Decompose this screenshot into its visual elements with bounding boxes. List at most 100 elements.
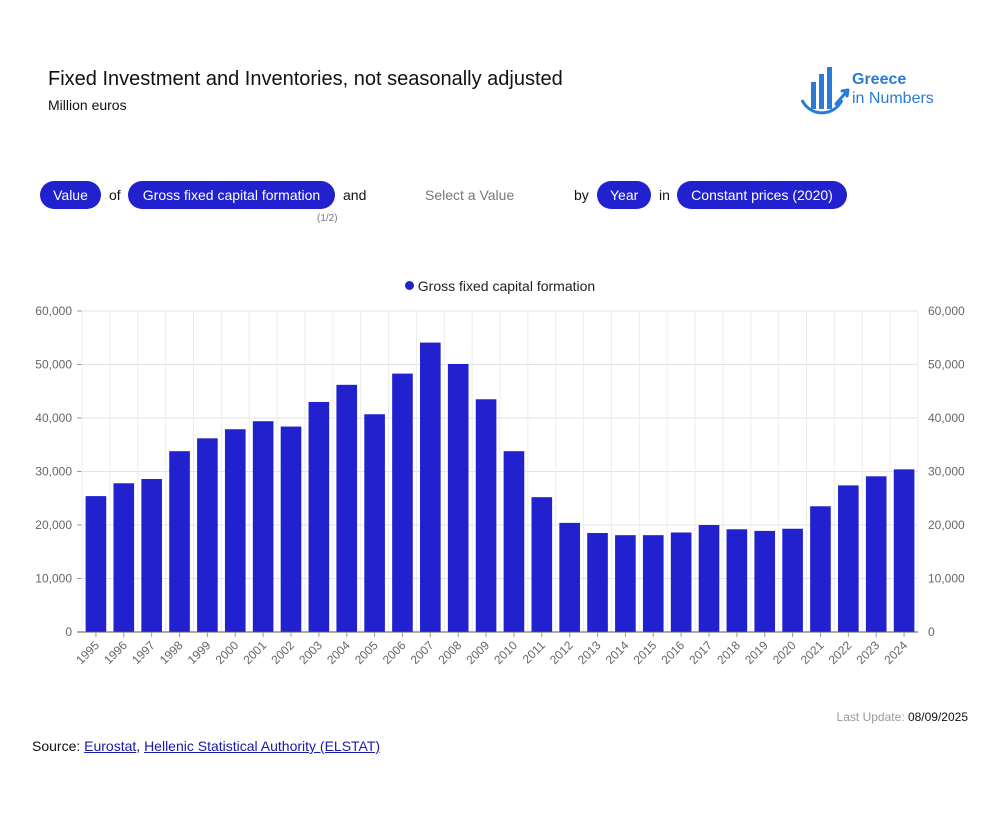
x-tick-label: 2018 bbox=[714, 638, 743, 667]
y-tick-label-right: 10,000 bbox=[928, 572, 965, 586]
x-tick-label: 1999 bbox=[185, 638, 214, 667]
measure-selector[interactable]: Value bbox=[40, 181, 101, 209]
bar-2017[interactable] bbox=[698, 525, 720, 632]
y-tick-label-left: 40,000 bbox=[35, 411, 72, 425]
x-tick-label: 2022 bbox=[826, 638, 855, 667]
x-tick-label: 2015 bbox=[631, 638, 660, 667]
bar-2012[interactable] bbox=[559, 522, 580, 632]
prices-selector[interactable]: Constant prices (2020) bbox=[677, 181, 847, 209]
second-series-selector[interactable]: Select a Value bbox=[425, 187, 515, 203]
bar-2002[interactable] bbox=[280, 426, 302, 632]
x-tick-label: 2017 bbox=[686, 638, 715, 667]
x-tick-label: 1997 bbox=[129, 638, 158, 667]
bar-2020[interactable] bbox=[782, 528, 803, 632]
bar-2003[interactable] bbox=[308, 401, 330, 632]
y-tick-label-right: 20,000 bbox=[928, 518, 965, 532]
bar-2013[interactable] bbox=[587, 533, 608, 632]
by-label: by bbox=[574, 187, 589, 203]
bar-2006[interactable] bbox=[392, 373, 413, 632]
logo-text: Greece in Numbers bbox=[852, 70, 934, 108]
x-tick-label: 2004 bbox=[324, 638, 353, 667]
y-tick-label-right: 60,000 bbox=[928, 304, 965, 318]
x-tick-label: 2019 bbox=[742, 638, 771, 667]
page-subtitle: Million euros bbox=[48, 97, 127, 113]
x-tick-label: 1996 bbox=[101, 638, 130, 667]
bar-2015[interactable] bbox=[642, 535, 664, 632]
of-label: of bbox=[109, 187, 121, 203]
dimension-selector[interactable]: Year bbox=[597, 181, 651, 209]
chart-legend[interactable]: Gross fixed capital formation bbox=[0, 278, 1000, 294]
bar-chart-logo-icon bbox=[800, 67, 850, 115]
bar-chart: 0 0 10,000 10,000 20,000 20,000 30,000 30,000 40… bbox=[35, 304, 965, 667]
y-tick-label-left: 0 bbox=[65, 625, 72, 639]
x-tick-label: 2014 bbox=[603, 638, 632, 667]
x-tick-label: 2021 bbox=[798, 638, 827, 667]
x-tick-label: 1998 bbox=[157, 638, 186, 667]
x-tick-label: 2008 bbox=[436, 638, 465, 667]
source-line: Source: Eurostat, Hellenic Statistical A… bbox=[32, 738, 380, 754]
source-label: Source: bbox=[32, 738, 81, 754]
bar-2005[interactable] bbox=[364, 414, 385, 632]
last-update-date: 08/09/2025 bbox=[907, 710, 968, 724]
bar-1997[interactable] bbox=[141, 478, 162, 632]
x-tick-label: 2001 bbox=[240, 638, 269, 667]
bar-2014[interactable] bbox=[615, 535, 636, 632]
in-label: in bbox=[659, 187, 670, 203]
y-tick-label-left: 50,000 bbox=[35, 358, 72, 372]
bar-2018[interactable] bbox=[726, 529, 748, 632]
bar-2024[interactable] bbox=[893, 469, 915, 632]
y-tick-label-right: 30,000 bbox=[928, 465, 965, 479]
bar-2021[interactable] bbox=[810, 506, 831, 632]
bar-2004[interactable] bbox=[336, 384, 358, 632]
x-tick-label: 2002 bbox=[268, 638, 297, 667]
y-tick-label-left: 30,000 bbox=[35, 465, 72, 479]
y-tick-label-right: 0 bbox=[928, 625, 935, 639]
legend-label: Gross fixed capital formation bbox=[417, 278, 596, 294]
logo-line2: in Numbers bbox=[852, 90, 934, 107]
x-tick-label: 2012 bbox=[547, 638, 576, 667]
source-link-eurostat[interactable]: Eurostat bbox=[84, 738, 137, 754]
page-title: Fixed Investment and Inventories, not se… bbox=[48, 68, 563, 90]
bar-2008[interactable] bbox=[447, 363, 469, 632]
x-tick-label: 2016 bbox=[658, 638, 687, 667]
x-tick-label: 2011 bbox=[520, 638, 548, 666]
source-link-elstat[interactable]: Hellenic Statistical Authority (ELSTAT) bbox=[144, 738, 381, 754]
bar-1998[interactable] bbox=[169, 451, 190, 632]
bar-2000[interactable] bbox=[224, 429, 246, 632]
x-tick-label: 2005 bbox=[352, 638, 381, 667]
x-tick-label: 2006 bbox=[380, 638, 409, 667]
bar-1995[interactable] bbox=[85, 496, 107, 632]
y-tick-label-right: 40,000 bbox=[928, 411, 965, 425]
bar-2007[interactable] bbox=[420, 342, 441, 632]
query-builder: Value of Gross fixed capital formation (… bbox=[0, 181, 1000, 231]
bar-2011[interactable] bbox=[531, 497, 553, 632]
source-separator: , bbox=[136, 738, 141, 754]
x-tick-label: 2007 bbox=[408, 638, 437, 667]
greece-in-numbers-logo[interactable]: Greece in Numbers bbox=[798, 64, 958, 116]
logo-line1: Greece bbox=[852, 71, 907, 88]
series-selector[interactable]: Gross fixed capital formation bbox=[128, 181, 335, 209]
x-tick-label: 2020 bbox=[770, 638, 799, 667]
x-tick-label: 2023 bbox=[854, 638, 883, 667]
bar-2016[interactable] bbox=[670, 532, 692, 632]
x-tick-label: 2010 bbox=[491, 638, 520, 667]
bar-2001[interactable] bbox=[252, 421, 274, 632]
and-label: and bbox=[343, 187, 367, 203]
bar-2019[interactable] bbox=[754, 530, 776, 632]
y-tick-label-right: 50,000 bbox=[928, 358, 965, 372]
bar-2023[interactable] bbox=[865, 476, 887, 632]
bar-2009[interactable] bbox=[475, 399, 497, 632]
y-tick-label-left: 10,000 bbox=[35, 572, 72, 586]
bar-1999[interactable] bbox=[197, 438, 218, 632]
last-update-label: Last Update: bbox=[836, 710, 905, 724]
bar-1996[interactable] bbox=[113, 483, 135, 632]
y-tick-label-left: 20,000 bbox=[35, 518, 72, 532]
x-tick-label: 2024 bbox=[881, 638, 910, 667]
bar-2022[interactable] bbox=[838, 485, 859, 632]
last-update: Last Update: 08/09/2025 bbox=[837, 710, 968, 724]
x-tick-label: 2003 bbox=[296, 638, 325, 667]
x-tick-label: 2000 bbox=[213, 638, 242, 667]
x-tick-label: 1995 bbox=[73, 638, 102, 667]
x-tick-label: 2009 bbox=[463, 638, 492, 667]
bar-2010[interactable] bbox=[503, 451, 525, 632]
